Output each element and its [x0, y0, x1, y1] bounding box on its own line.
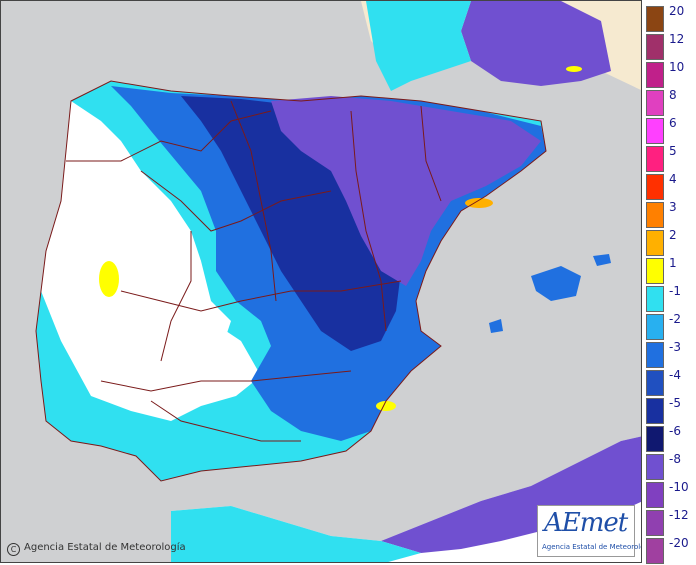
- purple-france: [461, 1, 611, 86]
- legend-swatch: [646, 538, 664, 564]
- warm-spot-valencia: [465, 198, 493, 208]
- logo-word: AEmet: [544, 508, 628, 538]
- legend-swatch: [646, 454, 664, 480]
- legend-swatch: [646, 482, 664, 508]
- white-west: [71, 151, 231, 401]
- logo-subtitle: Agencia Estatal de Meteorología: [542, 543, 641, 551]
- legend-swatch: [646, 426, 664, 452]
- legend-swatch: [646, 34, 664, 60]
- legend-label: -10: [669, 480, 689, 494]
- legend-swatch: [646, 398, 664, 424]
- region-borders: [35, 80, 547, 482]
- legend-label: 12: [669, 32, 685, 46]
- north-africa-cyan: [171, 506, 421, 562]
- legend-swatch: [646, 314, 664, 340]
- copyright-notice: C Agencia Estatal de Meteorología: [7, 542, 186, 556]
- warm-spot-perpignan: [566, 66, 582, 72]
- legend-swatch: [646, 90, 664, 116]
- copyright-text: Agencia Estatal de Meteorología: [24, 542, 186, 553]
- legend-label: -6: [669, 424, 681, 438]
- aemet-logo: AEmet Agencia Estatal de Meteorología: [537, 505, 641, 557]
- north-africa-purple: [381, 436, 641, 553]
- legend-swatch: [646, 174, 664, 200]
- legend-label: -4: [669, 368, 681, 382]
- legend-label: -1: [669, 284, 681, 298]
- legend-label: 6: [669, 116, 677, 130]
- warm-spot-alicante: [376, 401, 396, 411]
- legend-label: -8: [669, 452, 681, 466]
- map-canvas: [1, 1, 641, 562]
- ibiza-island: [489, 319, 503, 333]
- legend-swatch: [646, 510, 664, 536]
- legend-swatch: [646, 258, 664, 284]
- legend-swatch: [646, 342, 664, 368]
- cyan-france: [366, 1, 471, 91]
- temperature-map: C Agencia Estatal de Meteorología AEmet A…: [0, 0, 642, 563]
- menorca-island: [593, 254, 611, 266]
- copyright-icon: C: [7, 543, 20, 556]
- legend-label: 8: [669, 88, 677, 102]
- legend-swatch: [646, 230, 664, 256]
- purple-zone: [271, 96, 541, 286]
- legend-label: -3: [669, 340, 681, 354]
- warm-spot-extremadura: [99, 261, 119, 297]
- legend-label: -2: [669, 312, 681, 326]
- legend-swatch: [646, 146, 664, 172]
- legend-swatch: [646, 202, 664, 228]
- legend-swatch: [646, 6, 664, 32]
- legend-label: -12: [669, 508, 689, 522]
- legend-label: 20: [669, 4, 685, 18]
- legend-label: 3: [669, 200, 677, 214]
- legend-swatch: [646, 370, 664, 396]
- legend-label: 5: [669, 144, 677, 158]
- legend-label: 10: [669, 60, 685, 74]
- legend-label: 2: [669, 228, 677, 242]
- legend-label: -20: [669, 536, 689, 550]
- legend-swatch: [646, 286, 664, 312]
- mallorca-island: [531, 266, 581, 301]
- legend-swatch: [646, 62, 664, 88]
- legend-label: 4: [669, 172, 677, 186]
- legend-swatch: [646, 118, 664, 144]
- legend-label: -5: [669, 396, 681, 410]
- legend-label: 1: [669, 256, 677, 270]
